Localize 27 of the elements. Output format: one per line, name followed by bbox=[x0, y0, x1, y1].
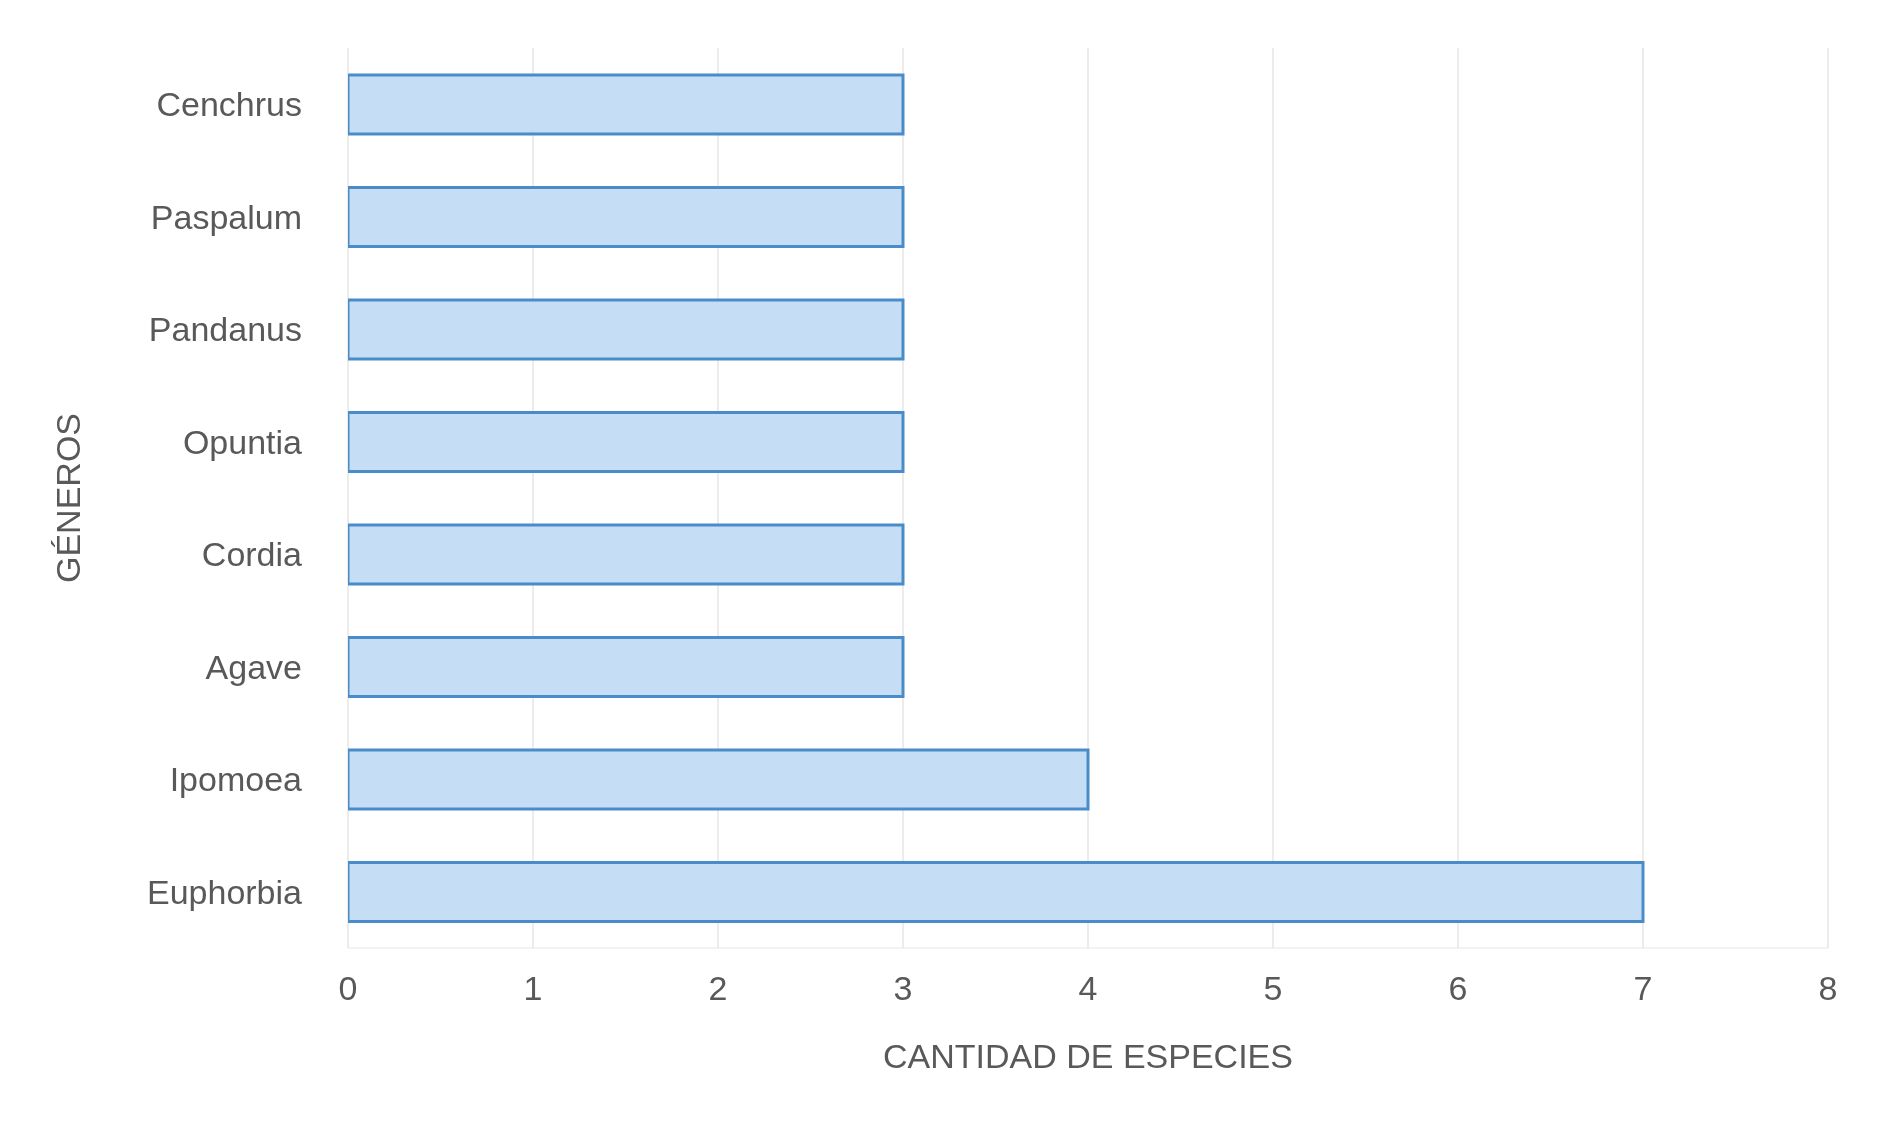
bar bbox=[348, 73, 905, 136]
x-tick-label: 1 bbox=[523, 969, 543, 1008]
x-tick-label: 2 bbox=[708, 969, 728, 1008]
bar bbox=[348, 636, 905, 698]
bar bbox=[348, 298, 905, 361]
x-tick-label: 8 bbox=[1818, 969, 1838, 1008]
x-tick-label: 5 bbox=[1263, 969, 1283, 1008]
bar bbox=[348, 523, 905, 586]
bar bbox=[348, 186, 905, 248]
y-tick-label: Agave bbox=[205, 647, 302, 686]
x-tick-label: 6 bbox=[1448, 969, 1468, 1008]
y-tick-label: Euphorbia bbox=[146, 872, 303, 911]
x-tick-label: 4 bbox=[1078, 969, 1098, 1008]
y-tick-label: Cenchrus bbox=[156, 85, 302, 124]
x-tick-label: 7 bbox=[1633, 969, 1653, 1008]
bar bbox=[348, 861, 1645, 923]
y-tick-label: Opuntia bbox=[182, 422, 303, 461]
y-tick-label: Cordia bbox=[201, 535, 303, 574]
y-tick-label: Pandanus bbox=[148, 310, 302, 349]
x-tick-label: 3 bbox=[893, 969, 913, 1008]
y-tick-label: Ipomoea bbox=[169, 760, 303, 799]
y-axis-title: GÉNEROS bbox=[49, 412, 88, 584]
x-tick-label: 0 bbox=[338, 969, 358, 1008]
bar bbox=[348, 748, 1090, 811]
y-tick-label: Paspalum bbox=[150, 197, 302, 236]
bar bbox=[348, 411, 905, 473]
x-axis-title: CANTIDAD DE ESPECIES bbox=[883, 1037, 1293, 1075]
